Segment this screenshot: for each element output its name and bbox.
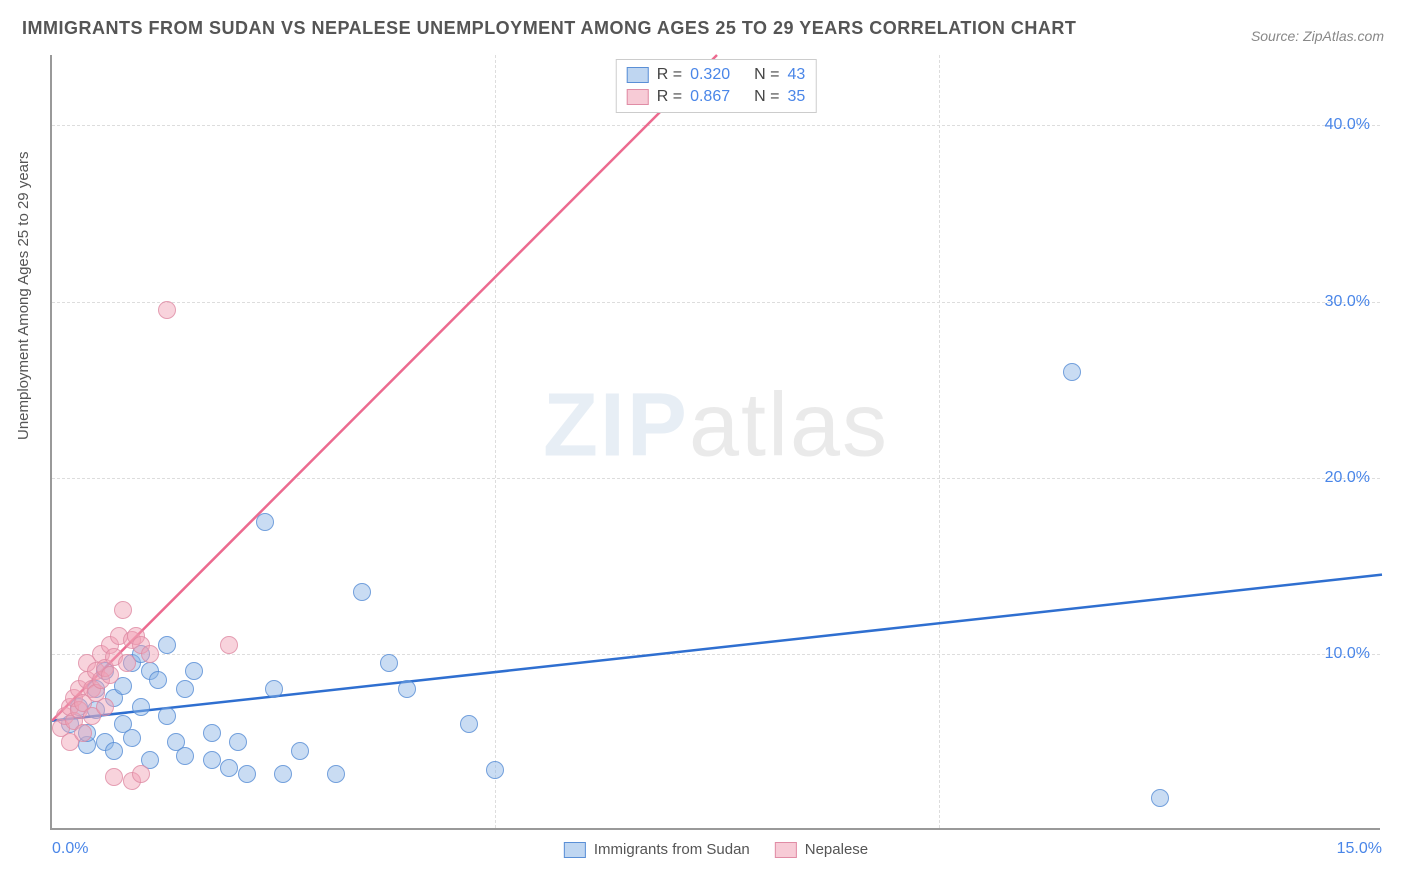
y-tick-label: 40.0% bbox=[1325, 116, 1370, 134]
scatter-point-blue bbox=[203, 751, 221, 769]
scatter-point-blue bbox=[1063, 363, 1081, 381]
swatch-pink-icon bbox=[775, 842, 797, 858]
scatter-point-blue bbox=[353, 583, 371, 601]
x-tick-label: 0.0% bbox=[52, 840, 88, 858]
y-tick-label: 10.0% bbox=[1325, 645, 1370, 663]
plot-area: ZIPatlas R = 0.320 N = 43 R = 0.867 N = … bbox=[50, 55, 1380, 830]
scatter-point-blue bbox=[274, 765, 292, 783]
scatter-point-blue bbox=[105, 742, 123, 760]
scatter-point-pink bbox=[132, 765, 150, 783]
scatter-point-blue bbox=[398, 680, 416, 698]
scatter-point-blue bbox=[1151, 789, 1169, 807]
scatter-point-pink bbox=[220, 636, 238, 654]
scatter-point-pink bbox=[105, 768, 123, 786]
scatter-point-pink bbox=[96, 698, 114, 716]
legend-n-label: N = bbox=[754, 88, 779, 106]
trend-lines bbox=[52, 55, 1380, 828]
swatch-blue-icon bbox=[627, 67, 649, 83]
y-tick-label: 20.0% bbox=[1325, 469, 1370, 487]
scatter-point-pink bbox=[118, 654, 136, 672]
scatter-point-blue bbox=[176, 747, 194, 765]
legend-n-value-blue: 43 bbox=[787, 66, 805, 84]
source-attribution: Source: ZipAtlas.com bbox=[1251, 28, 1384, 44]
legend-r-value-blue: 0.320 bbox=[690, 66, 730, 84]
legend-item-blue: Immigrants from Sudan bbox=[564, 841, 750, 858]
scatter-point-blue bbox=[185, 662, 203, 680]
scatter-point-blue bbox=[238, 765, 256, 783]
legend-item-pink: Nepalese bbox=[775, 841, 868, 858]
scatter-point-blue bbox=[229, 733, 247, 751]
scatter-point-pink bbox=[141, 645, 159, 663]
legend-label-blue: Immigrants from Sudan bbox=[594, 841, 750, 858]
scatter-point-pink bbox=[158, 301, 176, 319]
scatter-point-blue bbox=[486, 761, 504, 779]
scatter-point-pink bbox=[114, 601, 132, 619]
y-axis-label: Unemployment Among Ages 25 to 29 years bbox=[15, 151, 32, 440]
legend-r-value-pink: 0.867 bbox=[690, 88, 730, 106]
x-tick-label: 15.0% bbox=[1337, 840, 1382, 858]
correlation-legend: R = 0.320 N = 43 R = 0.867 N = 35 bbox=[616, 59, 817, 113]
legend-n-value-pink: 35 bbox=[787, 88, 805, 106]
legend-r-label: R = bbox=[657, 66, 682, 84]
series-legend: Immigrants from Sudan Nepalese bbox=[564, 841, 868, 858]
scatter-point-pink bbox=[101, 666, 119, 684]
swatch-pink-icon bbox=[627, 89, 649, 105]
scatter-point-blue bbox=[158, 707, 176, 725]
scatter-point-blue bbox=[132, 698, 150, 716]
scatter-point-blue bbox=[256, 513, 274, 531]
scatter-point-blue bbox=[460, 715, 478, 733]
y-tick-label: 30.0% bbox=[1325, 293, 1370, 311]
legend-row-blue: R = 0.320 N = 43 bbox=[627, 64, 806, 86]
scatter-point-blue bbox=[327, 765, 345, 783]
scatter-point-blue bbox=[176, 680, 194, 698]
scatter-point-blue bbox=[203, 724, 221, 742]
scatter-point-blue bbox=[158, 636, 176, 654]
legend-row-pink: R = 0.867 N = 35 bbox=[627, 86, 806, 108]
scatter-point-blue bbox=[220, 759, 238, 777]
scatter-point-pink bbox=[74, 724, 92, 742]
legend-label-pink: Nepalese bbox=[805, 841, 868, 858]
swatch-blue-icon bbox=[564, 842, 586, 858]
trend-line-pink bbox=[52, 55, 717, 721]
scatter-point-blue bbox=[380, 654, 398, 672]
scatter-point-blue bbox=[149, 671, 167, 689]
legend-n-label: N = bbox=[754, 66, 779, 84]
scatter-point-blue bbox=[123, 729, 141, 747]
scatter-point-blue bbox=[265, 680, 283, 698]
legend-r-label: R = bbox=[657, 88, 682, 106]
chart-title: IMMIGRANTS FROM SUDAN VS NEPALESE UNEMPL… bbox=[22, 18, 1076, 39]
scatter-point-blue bbox=[291, 742, 309, 760]
trend-line-blue bbox=[52, 575, 1382, 721]
